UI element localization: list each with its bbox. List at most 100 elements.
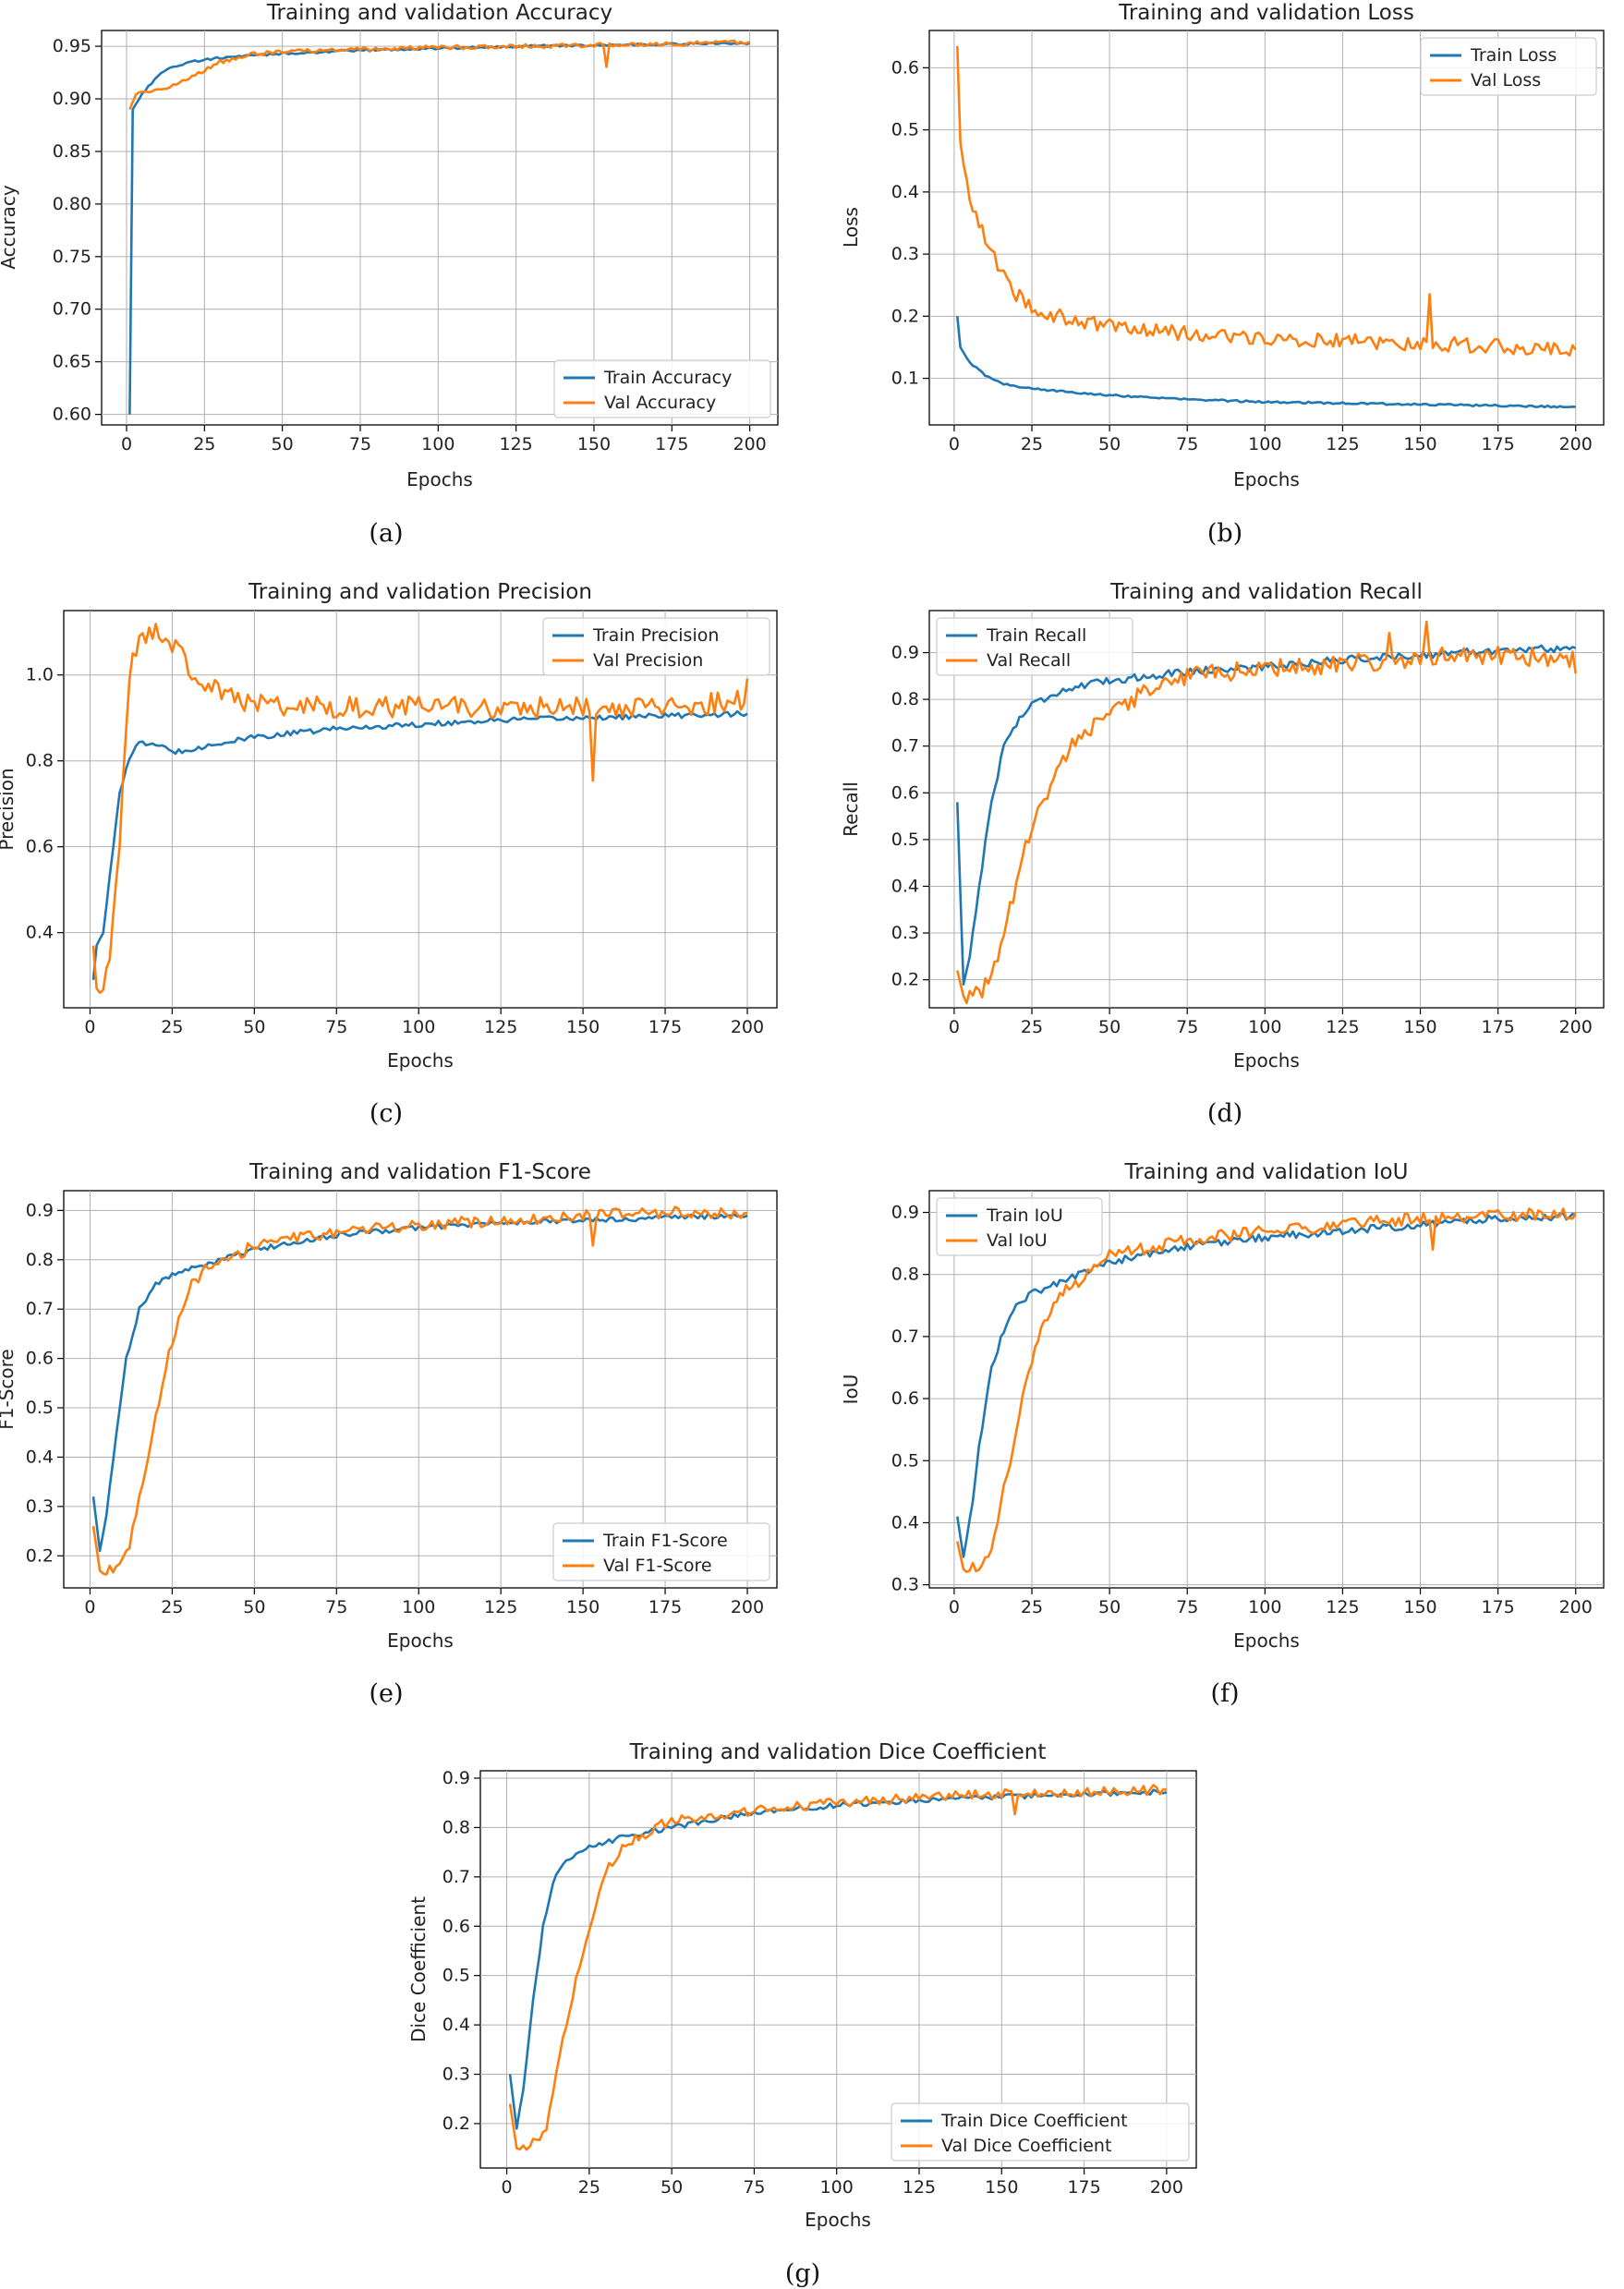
panel-g: 0 25 50 75 100 125 150 175 200 0.2 0.3 0.4 0.5 0.6 0.7…	[407, 1740, 1197, 2288]
y-tick-label: 0.8	[891, 1265, 919, 1285]
plot-area: 0 25 50 75 100 125 150 175 200 0.2 0.3 0.4 0.5 0.6 0.7…	[26, 1191, 777, 1617]
series-line-train	[956, 644, 1577, 986]
y-tick-label: 0.90	[53, 89, 91, 109]
legend-label: Train F1-Score	[602, 1531, 728, 1551]
chart-title: Training and validation Loss	[1118, 1, 1414, 25]
plot-frame	[101, 30, 779, 426]
x-tick-label: 125	[1326, 1597, 1359, 1617]
y-tick-label: 0.5	[891, 120, 919, 140]
y-tick-label: 0.6	[442, 1916, 470, 1936]
x-tick-label: 175	[648, 1017, 682, 1037]
plot-area: 0 25 50 75 100 125 150 175 200 0.60 0.65 0.70 0.75 0.…	[53, 30, 778, 454]
x-tick-label: 150	[985, 2177, 1018, 2198]
x-tick-label: 100	[421, 434, 454, 454]
chart-title: Training and validation Dice Coefficient	[629, 1740, 1047, 1764]
legend: Train Precision Val Precision	[542, 617, 770, 676]
panel-caption: (c)	[370, 1099, 403, 1128]
chart-title: Training and validation F1-Score	[248, 1160, 591, 1184]
y-tick-label: 0.5	[26, 1398, 54, 1418]
y-tick-label: 0.4	[442, 2015, 470, 2035]
y-tick-label: 0.70	[53, 299, 91, 320]
plot-frame	[479, 1770, 1197, 2169]
x-tick-label: 175	[1481, 1017, 1514, 1037]
x-tick-label: 0	[121, 434, 132, 454]
legend-label: Train Precision	[592, 625, 719, 646]
x-tick-label: 25	[1021, 1017, 1043, 1037]
y-tick-label: 0.6	[891, 1388, 919, 1409]
series-line-train	[508, 1788, 1168, 2130]
y-tick-label: 0.8	[442, 1817, 470, 1837]
series-line-train	[956, 316, 1576, 409]
y-tick-label: 0.8	[891, 689, 919, 709]
panel-b: 0 25 50 75 100 125 150 175 200 0.1 0.2 0.3 0.4 0.5 0.6…	[840, 1, 1605, 548]
x-tick-label: 50	[272, 434, 294, 454]
x-tick-label: 150	[1403, 1597, 1436, 1617]
y-axis-label: Accuracy	[0, 185, 19, 269]
x-tick-label: 25	[1021, 1597, 1043, 1617]
y-tick-label: 0.2	[891, 970, 919, 990]
x-tick-label: 75	[325, 1597, 347, 1617]
legend-label: Val Precision	[593, 650, 703, 671]
x-tick-label: 200	[733, 434, 767, 454]
x-tick-label: 100	[1248, 434, 1281, 454]
legend-label: Val Recall	[987, 650, 1071, 671]
legend-label: Val IoU	[987, 1230, 1048, 1251]
x-tick-label: 200	[1559, 1597, 1593, 1617]
y-tick-label: 0.95	[53, 36, 91, 56]
x-tick-label: 75	[1176, 434, 1198, 454]
x-tick-label: 0	[949, 1597, 960, 1617]
x-tick-label: 175	[655, 434, 688, 454]
x-tick-label: 50	[661, 2177, 683, 2198]
y-tick-label: 0.6	[891, 782, 919, 803]
chart-title: Training and validation Recall	[1109, 580, 1423, 604]
legend-label: Train IoU	[986, 1205, 1063, 1226]
series-line-val	[91, 623, 749, 994]
y-tick-label: 0.5	[442, 1966, 470, 1986]
y-tick-label: 0.3	[891, 244, 919, 264]
panel-caption: (b)	[1207, 519, 1242, 548]
y-tick-label: 0.3	[442, 2065, 470, 2085]
y-tick-label: 0.3	[891, 1575, 919, 1595]
x-tick-label: 150	[566, 1597, 600, 1617]
legend-box	[552, 1522, 770, 1581]
x-tick-label: 175	[648, 1597, 682, 1617]
y-tick-label: 0.6	[26, 1349, 54, 1369]
x-tick-label: 125	[500, 434, 533, 454]
legend-label: Val F1-Score	[603, 1556, 712, 1576]
panel-caption: (a)	[369, 519, 403, 548]
legend-label: Val Dice Coefficient	[941, 2136, 1111, 2156]
x-tick-label: 0	[502, 2177, 513, 2198]
legend: Train Dice Coefficient Val Dice Coefficie…	[891, 2102, 1190, 2162]
legend-box	[936, 1197, 1103, 1256]
x-tick-label: 100	[402, 1597, 435, 1617]
legend: Train Loss Val Loss	[1420, 37, 1597, 96]
y-tick-label: 0.4	[26, 923, 54, 943]
x-axis-label: Epochs	[805, 2209, 871, 2231]
y-tick-label: 0.5	[891, 830, 919, 850]
panel-e: 0 25 50 75 100 125 150 175 200 0.2 0.3 0.4 0.5 0.6 0.7…	[0, 1160, 778, 1708]
x-tick-label: 25	[578, 2177, 600, 2198]
x-tick-label: 125	[903, 2177, 936, 2198]
series-line-val	[128, 39, 751, 110]
y-tick-label: 0.9	[442, 1768, 470, 1788]
x-tick-label: 50	[243, 1597, 265, 1617]
y-tick-label: 0.9	[26, 1200, 54, 1220]
series-line-val	[956, 45, 1577, 357]
panel-caption: (g)	[785, 2259, 820, 2288]
x-tick-label: 125	[484, 1017, 517, 1037]
y-axis-label: Loss	[840, 207, 862, 248]
series-line-val	[508, 1784, 1168, 2151]
legend-box	[891, 2102, 1190, 2162]
panel-d: 0 25 50 75 100 125 150 175 200 0.2 0.3 0.4 0.5 0.6 0.7…	[840, 580, 1605, 1128]
y-tick-label: 0.4	[891, 182, 919, 202]
y-tick-label: 0.7	[891, 736, 919, 757]
y-tick-label: 0.6	[26, 837, 54, 857]
legend-label: Train Accuracy	[603, 368, 732, 388]
plot-frame	[63, 1190, 778, 1589]
series-line-val	[956, 620, 1577, 1005]
y-axis-label: Precision	[0, 768, 18, 850]
series-line-train	[956, 1212, 1577, 1558]
y-axis-label: Recall	[840, 781, 862, 837]
y-tick-label: 0.60	[53, 405, 91, 425]
